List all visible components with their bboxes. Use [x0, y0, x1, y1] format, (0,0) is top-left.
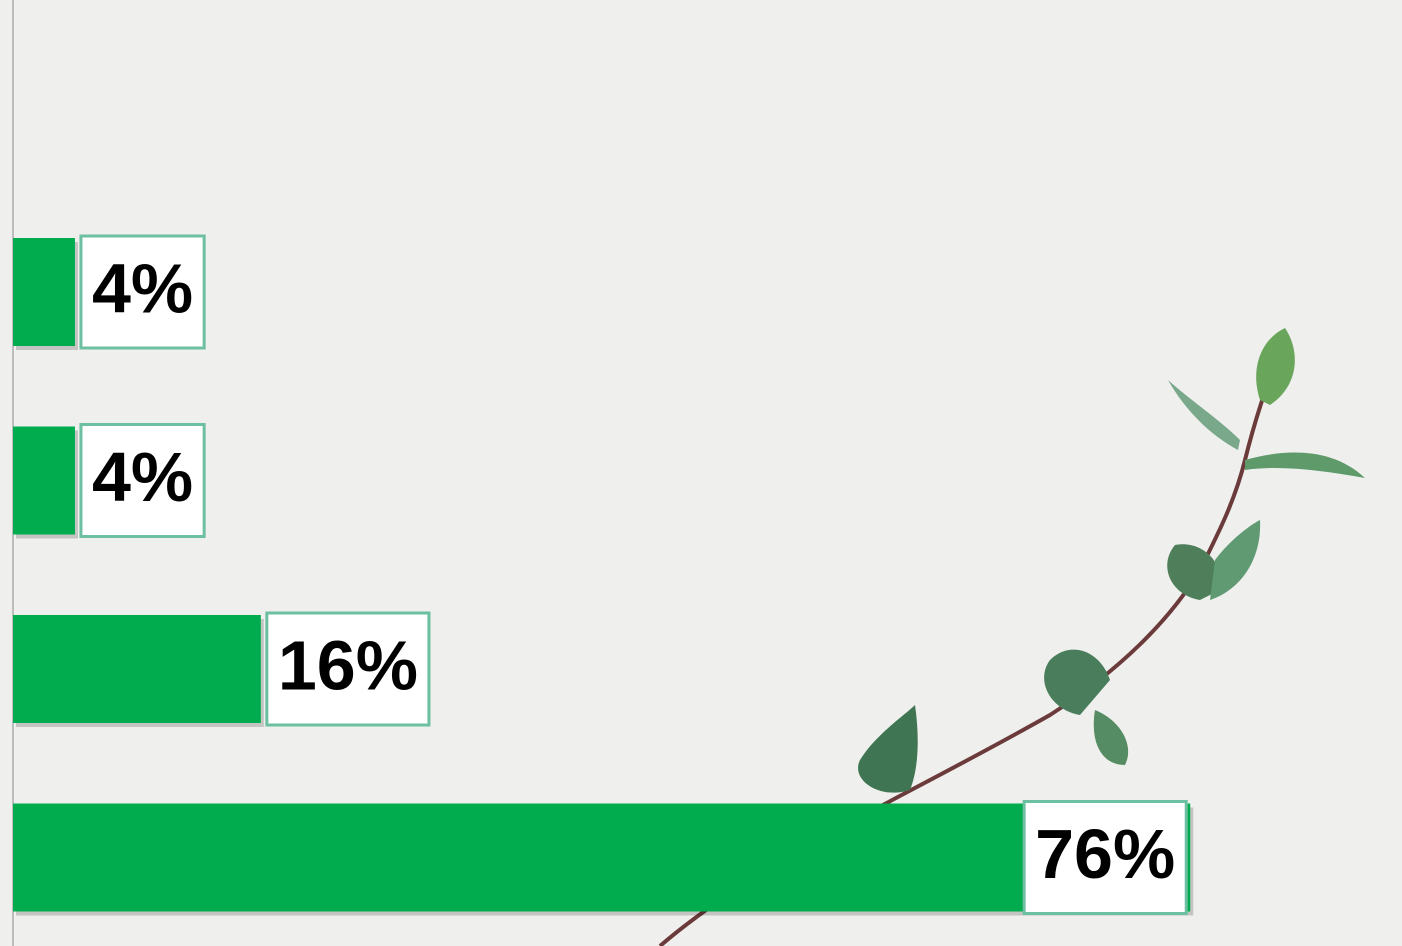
bar — [13, 615, 261, 723]
bar — [13, 804, 1190, 912]
bar — [13, 427, 75, 535]
bar — [13, 238, 75, 346]
value-label: 4% — [92, 438, 193, 516]
chart: 4% 4% 16% 76% — [0, 0, 1402, 946]
page: 4%4%16%76% (() => { const data = JSON.pa… — [0, 0, 1402, 946]
value-label: 4% — [92, 249, 193, 327]
value-label: 76% — [1035, 815, 1175, 893]
value-label: 16% — [278, 626, 418, 704]
